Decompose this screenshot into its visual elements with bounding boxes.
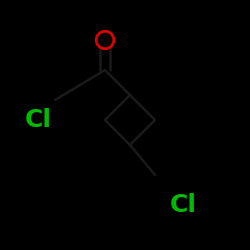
- Text: Cl: Cl: [25, 108, 52, 132]
- Text: Cl: Cl: [170, 193, 197, 217]
